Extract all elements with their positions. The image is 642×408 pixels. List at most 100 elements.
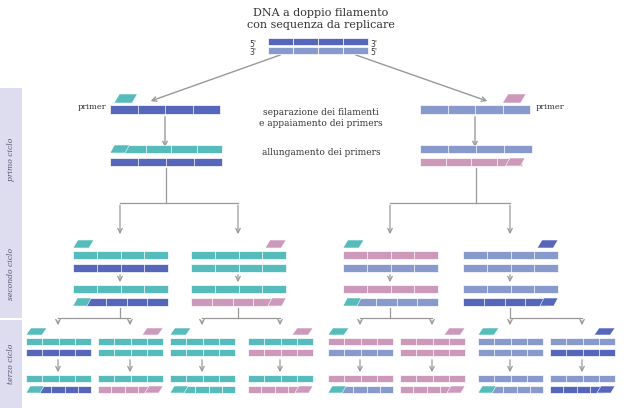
Bar — [182, 386, 235, 393]
Polygon shape — [478, 328, 499, 335]
Bar — [98, 349, 163, 356]
Text: primo ciclo: primo ciclo — [7, 137, 15, 181]
Bar — [248, 386, 301, 393]
Polygon shape — [142, 328, 163, 335]
Bar — [478, 338, 543, 345]
Polygon shape — [594, 328, 615, 335]
Bar — [110, 105, 220, 114]
Polygon shape — [26, 328, 47, 335]
Polygon shape — [597, 386, 615, 393]
Text: 5': 5' — [249, 40, 256, 49]
Bar — [0, 88, 22, 230]
Text: con sequenza da replicare: con sequenza da replicare — [247, 20, 395, 30]
Polygon shape — [26, 386, 44, 393]
Bar — [400, 386, 453, 393]
Bar — [328, 375, 393, 382]
Bar — [340, 386, 393, 393]
Bar — [328, 338, 393, 345]
Bar — [98, 386, 151, 393]
Polygon shape — [292, 328, 313, 335]
Polygon shape — [343, 240, 364, 248]
Bar — [38, 386, 91, 393]
Bar — [0, 320, 22, 408]
Bar — [490, 386, 543, 393]
Bar — [248, 349, 313, 356]
Text: 5': 5' — [370, 48, 377, 57]
Polygon shape — [145, 386, 163, 393]
Bar — [268, 47, 368, 54]
Bar — [550, 375, 615, 382]
Bar — [85, 298, 168, 306]
Bar — [73, 251, 168, 259]
Text: DNA a doppio filamento: DNA a doppio filamento — [254, 8, 388, 18]
Polygon shape — [328, 328, 349, 335]
Polygon shape — [540, 298, 558, 306]
Bar — [191, 285, 286, 293]
Bar — [328, 349, 393, 356]
Bar — [268, 38, 368, 45]
Bar — [73, 264, 168, 272]
Bar — [120, 145, 222, 153]
Text: secondo ciclo: secondo ciclo — [7, 248, 15, 300]
Bar — [248, 338, 313, 345]
Bar — [191, 251, 286, 259]
Bar — [170, 375, 235, 382]
Bar — [420, 158, 522, 166]
Text: e appaiamento dei primers: e appaiamento dei primers — [259, 119, 383, 128]
Text: primer: primer — [536, 103, 565, 111]
Bar — [73, 285, 168, 293]
Bar — [463, 264, 558, 272]
Polygon shape — [444, 328, 465, 335]
Bar — [191, 298, 274, 306]
Text: primer: primer — [77, 103, 106, 111]
Bar — [98, 375, 163, 382]
Bar — [463, 251, 558, 259]
Polygon shape — [505, 158, 525, 166]
Text: 3': 3' — [370, 40, 377, 49]
Bar — [478, 349, 543, 356]
Bar — [463, 298, 546, 306]
Polygon shape — [73, 240, 94, 248]
Text: terzo ciclo: terzo ciclo — [7, 344, 15, 384]
Bar — [191, 264, 286, 272]
Bar — [26, 338, 91, 345]
Bar — [170, 349, 235, 356]
Bar — [343, 264, 438, 272]
Polygon shape — [343, 298, 361, 306]
Bar — [400, 349, 465, 356]
Polygon shape — [73, 298, 91, 306]
Bar — [550, 338, 615, 345]
Polygon shape — [110, 145, 130, 153]
Polygon shape — [537, 240, 558, 248]
Polygon shape — [478, 386, 496, 393]
Bar — [26, 375, 91, 382]
Polygon shape — [295, 386, 313, 393]
Bar — [355, 298, 438, 306]
Bar — [400, 338, 465, 345]
Bar — [343, 251, 438, 259]
Bar — [420, 105, 530, 114]
Bar — [478, 375, 543, 382]
Bar — [98, 338, 163, 345]
Text: allungamento dei primers: allungamento dei primers — [262, 148, 380, 157]
Bar — [26, 349, 91, 356]
Text: separazione dei filamenti: separazione dei filamenti — [263, 108, 379, 117]
Polygon shape — [268, 298, 286, 306]
Bar — [400, 375, 465, 382]
Bar — [420, 145, 532, 153]
Polygon shape — [447, 386, 465, 393]
Polygon shape — [503, 94, 526, 103]
Bar — [550, 349, 615, 356]
Bar — [463, 285, 558, 293]
Text: 3': 3' — [249, 48, 256, 57]
Bar — [248, 375, 313, 382]
Polygon shape — [114, 94, 137, 103]
Polygon shape — [170, 386, 188, 393]
Polygon shape — [265, 240, 286, 248]
Polygon shape — [328, 386, 346, 393]
Bar — [343, 285, 438, 293]
Polygon shape — [170, 328, 191, 335]
Bar — [550, 386, 603, 393]
Bar — [0, 230, 22, 318]
Bar — [110, 158, 222, 166]
